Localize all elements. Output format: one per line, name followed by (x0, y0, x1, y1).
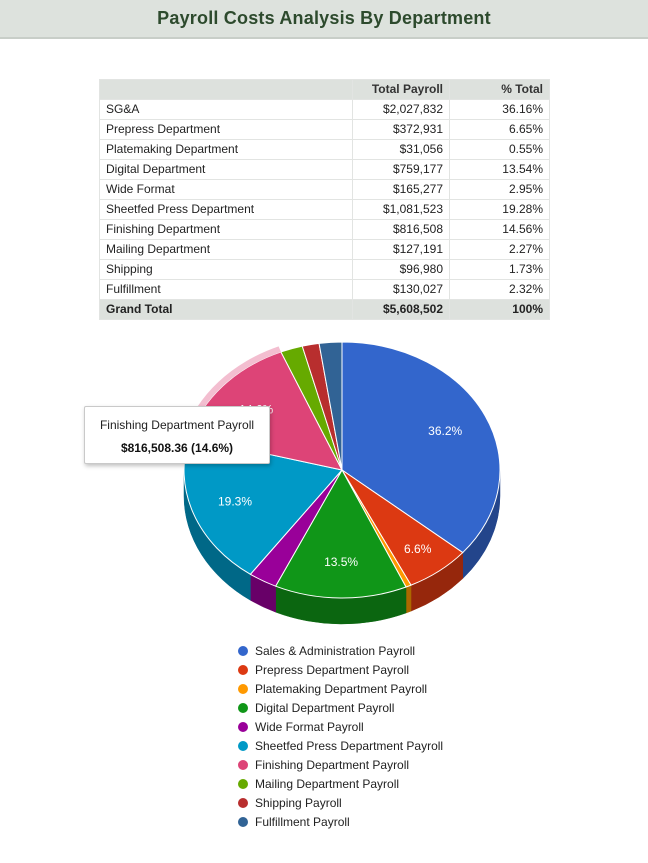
slice-label-sales-and-administration-payroll: 36.2% (428, 424, 462, 438)
percent-total: 14.56% (449, 219, 550, 240)
slice-label-sheetfed-press-department-payroll: 19.3% (218, 494, 252, 508)
legend-item[interactable]: Digital Department Payroll (238, 698, 443, 717)
grand-total-label: Grand Total (99, 299, 353, 320)
department-name: Finishing Department (99, 219, 353, 240)
percent-total: 2.32% (449, 279, 550, 300)
grand-total-payroll: $5,608,502 (352, 299, 450, 320)
legend-item[interactable]: Sales & Administration Payroll (238, 641, 443, 660)
total-payroll: $165,277 (352, 179, 450, 200)
table-row: Mailing Department $127,191 2.27% (99, 239, 550, 260)
department-name: Sheetfed Press Department (99, 199, 353, 220)
percent-total: 19.28% (449, 199, 550, 220)
column-header-department (99, 79, 353, 100)
grand-total-percent: 100% (449, 299, 550, 320)
table-row: Finishing Department $816,508 14.56% (99, 219, 550, 240)
legend-label: Finishing Department Payroll (255, 757, 410, 772)
tooltip-value: $816,508.36 (14.6%) (120, 441, 234, 455)
page-title: Payroll Costs Analysis By Department (157, 8, 491, 28)
pie-slice-sales-and-administration-payroll[interactable] (341, 341, 501, 554)
pie-slice-digital-department-payroll[interactable] (274, 468, 407, 599)
department-name: Platemaking Department (99, 139, 353, 160)
legend-label: Platemaking Department Payroll (255, 681, 428, 696)
tooltip-title: Finishing Department Payroll (99, 418, 255, 432)
legend-swatch (238, 683, 248, 694)
department-name: Mailing Department (99, 239, 353, 260)
percent-total: 2.95% (449, 179, 550, 200)
legend-swatch (238, 759, 248, 770)
percent-total: 2.27% (449, 239, 550, 260)
legend-label: Sheetfed Press Department Payroll (255, 738, 444, 753)
legend-label: Digital Department Payroll (255, 700, 395, 715)
total-payroll: $31,056 (352, 139, 450, 160)
table-row: Sheetfed Press Department $1,081,523 19.… (99, 199, 550, 220)
slice-label-digital-department-payroll: 13.5% (324, 555, 358, 569)
legend-item[interactable]: Platemaking Department Payroll (238, 679, 443, 698)
legend-swatch (238, 740, 248, 751)
department-name: Digital Department (99, 159, 353, 180)
grand-total-row: Grand Total $5,608,502 100% (99, 299, 550, 320)
slice-label-prepress-department-payroll: 6.6% (404, 542, 432, 556)
percent-total: 13.54% (449, 159, 550, 180)
legend-label: Prepress Department Payroll (255, 662, 410, 677)
legend-label: Shipping Payroll (255, 795, 342, 810)
table-header-row: Total Payroll % Total (99, 79, 550, 100)
department-name: SG&A (99, 99, 353, 120)
page-header: Payroll Costs Analysis By Department (0, 0, 648, 39)
legend-item[interactable]: Fulfillment Payroll (238, 812, 443, 831)
legend-swatch (238, 797, 248, 808)
department-name: Shipping (99, 259, 353, 280)
legend-item[interactable]: Shipping Payroll (238, 793, 443, 812)
percent-total: 36.16% (449, 99, 550, 120)
percent-total: 1.73% (449, 259, 550, 280)
total-payroll: $96,980 (352, 259, 450, 280)
total-payroll: $1,081,523 (352, 199, 450, 220)
column-header-total-payroll: Total Payroll (352, 79, 450, 100)
legend-label: Mailing Department Payroll (255, 776, 400, 791)
percent-total: 6.65% (449, 119, 550, 140)
legend-item[interactable]: Wide Format Payroll (238, 717, 443, 736)
legend-swatch (238, 645, 248, 656)
table-row: Digital Department $759,177 13.54% (99, 159, 550, 180)
legend-swatch (238, 664, 248, 675)
table-row: SG&A $2,027,832 36.16% (99, 99, 550, 120)
legend-item[interactable]: Mailing Department Payroll (238, 774, 443, 793)
total-payroll: $127,191 (352, 239, 450, 260)
total-payroll: $130,027 (352, 279, 450, 300)
legend-label: Fulfillment Payroll (255, 814, 350, 829)
table-row: Shipping $96,980 1.73% (99, 259, 550, 280)
chart-legend: Sales & Administration Payroll Prepress D… (238, 641, 443, 831)
table-row: Prepress Department $372,931 6.65% (99, 119, 550, 140)
legend-swatch (238, 702, 248, 713)
total-payroll: $372,931 (352, 119, 450, 140)
pie-slice-fulfillment-payroll[interactable] (318, 341, 343, 471)
pie-highlight-halo (183, 346, 281, 438)
pie-side-platemaking-department-payroll (405, 584, 412, 614)
legend-label: Sales & Administration Payroll (255, 643, 416, 658)
column-header-percent-total: % Total (449, 79, 550, 100)
percent-total: 0.55% (449, 139, 550, 160)
total-payroll: $759,177 (352, 159, 450, 180)
table-row: Platemaking Department $31,056 0.55% (99, 139, 550, 160)
legend-swatch (238, 816, 248, 827)
chart-tooltip: Finishing Department Payroll $816,508.36… (84, 406, 270, 464)
department-name: Wide Format (99, 179, 353, 200)
total-payroll: $2,027,832 (352, 99, 450, 120)
table-row: Fulfillment $130,027 2.32% (99, 279, 550, 300)
department-name: Prepress Department (99, 119, 353, 140)
legend-item[interactable]: Sheetfed Press Department Payroll (238, 736, 443, 755)
table-row: Wide Format $165,277 2.95% (99, 179, 550, 200)
legend-label: Wide Format Payroll (255, 719, 364, 734)
legend-item[interactable]: Prepress Department Payroll (238, 660, 443, 679)
legend-swatch (238, 721, 248, 732)
payroll-pie-chart: 36.2%6.6%13.5%19.3%14.6% (183, 341, 501, 625)
total-payroll: $816,508 (352, 219, 450, 240)
department-name: Fulfillment (99, 279, 353, 300)
payroll-table: Total Payroll % Total SG&A $2,027,832 36… (99, 79, 550, 320)
legend-item[interactable]: Finishing Department Payroll (238, 755, 443, 774)
legend-swatch (238, 778, 248, 789)
